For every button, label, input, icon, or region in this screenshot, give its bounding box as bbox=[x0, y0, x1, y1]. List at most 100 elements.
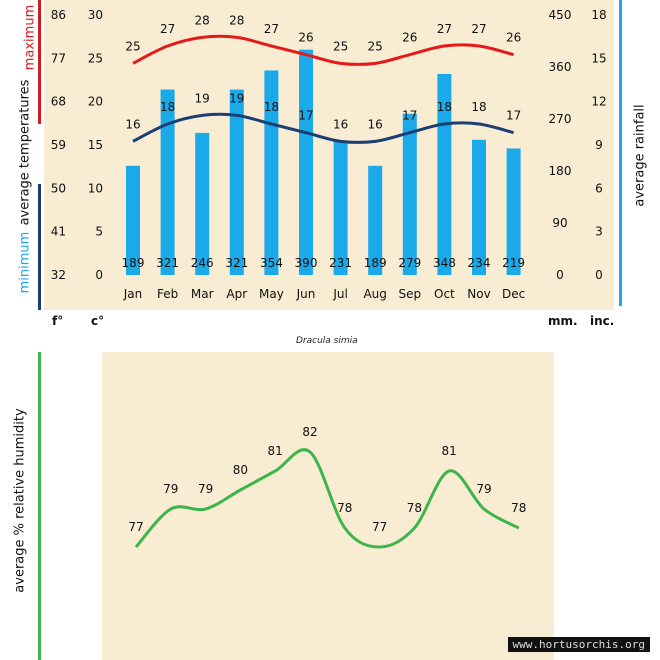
celsius-tick: 5 bbox=[95, 225, 103, 239]
max-temp-label: 28 bbox=[229, 13, 244, 27]
rainfall-bar-feb bbox=[160, 89, 175, 276]
min-temp-label: 19 bbox=[229, 91, 244, 105]
humidity-value-label: 79 bbox=[476, 482, 491, 496]
watermark: www.hortusorchis.org bbox=[507, 637, 650, 652]
inch-tick: 15 bbox=[591, 51, 606, 65]
inch-tick: 0 bbox=[595, 268, 603, 282]
rainfall-value-label: 279 bbox=[398, 256, 421, 270]
rainfall-value-label: 246 bbox=[191, 256, 214, 270]
mm-tick: 180 bbox=[549, 164, 572, 178]
min-temp-label: 16 bbox=[125, 117, 140, 131]
min-temp-label: 17 bbox=[506, 109, 521, 123]
month-label: Jun bbox=[296, 287, 316, 301]
unit-mm: mm. bbox=[548, 314, 578, 328]
rainfall-bar-apr bbox=[229, 89, 244, 276]
humidity-line bbox=[134, 448, 520, 549]
celsius-tick: 0 bbox=[95, 268, 103, 282]
max-temp-label: 26 bbox=[402, 31, 417, 45]
max-temp-label: 26 bbox=[506, 31, 521, 45]
rainfall-value-label: 189 bbox=[364, 256, 387, 270]
rainfall-value-label: 219 bbox=[502, 256, 525, 270]
rainfall-value-label: 189 bbox=[122, 256, 145, 270]
min-temp-label: 17 bbox=[402, 109, 417, 123]
fahrenheit-tick: 59 bbox=[51, 138, 66, 152]
rainfall-bar-jan bbox=[126, 165, 140, 275]
humidity-value-label: 80 bbox=[233, 463, 248, 477]
rainfall-bar-jun bbox=[299, 49, 313, 275]
rainfall-bar-jul bbox=[333, 141, 348, 275]
month-label: Mar bbox=[191, 287, 214, 301]
humidity-value-label: 78 bbox=[337, 501, 352, 515]
humidity-value-label: 82 bbox=[302, 425, 317, 439]
celsius-tick: 20 bbox=[88, 95, 103, 109]
fahrenheit-tick: 77 bbox=[51, 51, 66, 65]
min-temp-label: 17 bbox=[298, 109, 313, 123]
max-temp-label: 27 bbox=[471, 22, 486, 36]
humidity-value-label: 78 bbox=[407, 501, 422, 515]
inch-tick: 12 bbox=[591, 95, 606, 109]
rainfall-bar-dec bbox=[506, 148, 521, 275]
humidity-value-label: 77 bbox=[372, 520, 387, 534]
unit-inches: inc. bbox=[590, 314, 615, 328]
month-label: Nov bbox=[467, 287, 490, 301]
month-label: Aug bbox=[363, 287, 386, 301]
max-temp-label: 27 bbox=[264, 22, 279, 36]
max-temp-label: 25 bbox=[125, 39, 140, 53]
rainfall-bar-mar bbox=[195, 132, 210, 275]
min-temp-label: 18 bbox=[264, 100, 279, 114]
rainfall-bar-sep bbox=[402, 113, 417, 275]
min-temp-side-bar bbox=[38, 184, 41, 310]
max-temp-label: 25 bbox=[368, 39, 383, 53]
rainfall-side-bar bbox=[619, 0, 622, 306]
humidity-value-label: 79 bbox=[198, 482, 213, 496]
fahrenheit-tick: 68 bbox=[51, 95, 66, 109]
humidity-value-label: 79 bbox=[163, 482, 178, 496]
species-name: Dracula simia bbox=[296, 336, 358, 346]
humidity-chart: 77 79 79 80 81 82 78 77 78 81 79 78 bbox=[128, 425, 526, 549]
inch-tick: 9 bbox=[595, 138, 603, 152]
month-label: Dec bbox=[502, 287, 525, 301]
max-temp-label: 25 bbox=[333, 39, 348, 53]
rainfall-value-label: 321 bbox=[225, 256, 248, 270]
inch-tick: 3 bbox=[595, 225, 603, 239]
min-temp-label: 18 bbox=[471, 100, 486, 114]
rainfall-bar-nov bbox=[472, 139, 486, 275]
month-label: Apr bbox=[226, 287, 247, 301]
min-temp-label: 16 bbox=[333, 117, 348, 131]
rainfall-value-label: 354 bbox=[260, 256, 283, 270]
unit-fahrenheit: f° bbox=[52, 314, 64, 328]
min-temp-label: 18 bbox=[437, 100, 452, 114]
fahrenheit-tick: 41 bbox=[51, 225, 66, 239]
inch-tick: 6 bbox=[595, 181, 603, 195]
min-temp-label: 19 bbox=[195, 91, 210, 105]
humidity-value-label: 81 bbox=[268, 444, 283, 458]
fahrenheit-tick: 50 bbox=[51, 181, 66, 195]
month-label: Oct bbox=[434, 287, 455, 301]
humidity-side-bar bbox=[38, 352, 41, 660]
rainfall-value-label: 321 bbox=[156, 256, 179, 270]
fahrenheit-tick: 86 bbox=[51, 8, 66, 22]
min-temp-label: 16 bbox=[368, 117, 383, 131]
month-label: May bbox=[259, 287, 284, 301]
max-temp-line bbox=[132, 34, 514, 66]
month-label: Jan bbox=[123, 287, 143, 301]
rainfall-value-label: 231 bbox=[329, 256, 352, 270]
mm-tick: 270 bbox=[549, 112, 572, 126]
climate-chart: 8677685950413230252015105045036027018090… bbox=[51, 8, 607, 301]
fahrenheit-tick: 32 bbox=[51, 268, 66, 282]
mm-tick: 360 bbox=[549, 60, 572, 74]
unit-celsius: c° bbox=[91, 314, 105, 328]
month-label: Jul bbox=[332, 287, 347, 301]
rainfall-value-label: 390 bbox=[295, 256, 318, 270]
humidity-value-label: 81 bbox=[442, 444, 457, 458]
month-label: Feb bbox=[157, 287, 178, 301]
celsius-tick: 25 bbox=[88, 51, 103, 65]
celsius-tick: 30 bbox=[88, 8, 103, 22]
max-temp-label: 26 bbox=[298, 31, 313, 45]
max-temp-label: 27 bbox=[437, 22, 452, 36]
mm-tick: 0 bbox=[556, 268, 564, 282]
max-temp-label: 27 bbox=[160, 22, 175, 36]
max-temp-label: 28 bbox=[195, 13, 210, 27]
max-temp-side-bar bbox=[38, 0, 41, 124]
